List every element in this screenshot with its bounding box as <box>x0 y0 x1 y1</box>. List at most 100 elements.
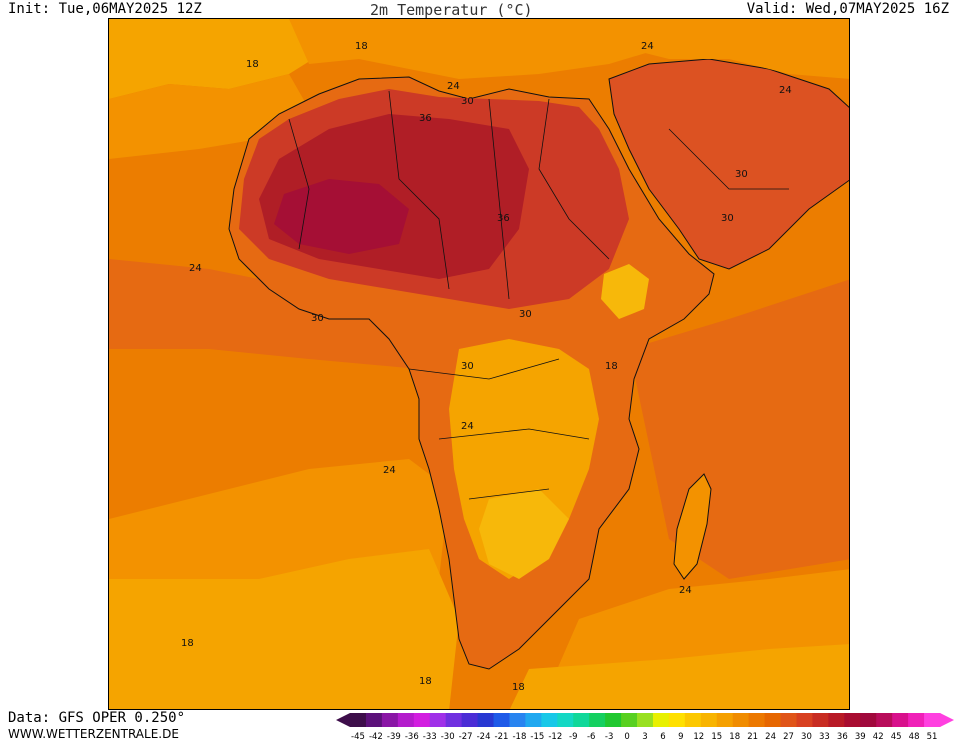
legend-tick-label: -30 <box>441 732 455 741</box>
legend-tick-label: 12 <box>693 732 704 741</box>
contour-label-algeria: 36 <box>419 113 432 124</box>
contour-label-south-west: 18 <box>181 638 194 649</box>
legend-tick-label: 9 <box>678 732 683 741</box>
legend-swatch <box>477 713 495 727</box>
legend-tick-label: 3 <box>642 732 647 741</box>
legend-tick-label: -36 <box>405 732 419 741</box>
legend-tick-label: -24 <box>477 732 491 741</box>
legend-swatch <box>637 713 654 727</box>
legend-tick-label: 51 <box>927 732 938 741</box>
legend-tick-label: 42 <box>873 732 884 741</box>
contour-label-saudi: 30 <box>735 169 748 180</box>
legend-tick-label: -33 <box>423 732 437 741</box>
legend-tick-label: -18 <box>512 732 526 741</box>
legend-tick-label: -9 <box>569 732 577 741</box>
legend-ticks: -45 -42 -39 -36 -33 -30 -27 -24 -21 -18 -15 -12 -9 -6… <box>351 732 937 741</box>
legend-tick-label: -3 <box>605 732 613 741</box>
legend-tick-label: -45 <box>351 732 365 741</box>
country-borders <box>288 90 789 500</box>
contour-label-east-africa: 18 <box>605 361 618 372</box>
legend-swatch <box>876 713 893 727</box>
legend-tick-label: 24 <box>765 732 776 741</box>
legend-swatch <box>350 713 367 727</box>
turkey-region <box>629 19 849 79</box>
legend-tick-label: 39 <box>855 732 866 741</box>
north-atlantic-cool-band <box>109 19 339 99</box>
legend-swatch <box>525 713 542 727</box>
legend-swatch <box>652 713 670 727</box>
legend-swatch <box>557 713 574 727</box>
contour-label-arabia-north: 24 <box>779 85 792 96</box>
legend-tick-label: -27 <box>459 732 473 741</box>
valid-time-label: Valid: Wed,07MAY2025 16Z <box>746 1 949 17</box>
legend-swatch <box>860 713 877 727</box>
ethiopia-highlands <box>601 264 649 319</box>
legend-tick-label: 36 <box>837 732 848 741</box>
contour-label-chad: 36 <box>497 213 510 224</box>
site-url-label[interactable]: WWW.WETTERZENTRALE.DE <box>8 727 179 741</box>
contour-label-congo: 30 <box>461 361 474 372</box>
legend-swatch <box>589 713 606 727</box>
legend-swatch <box>892 713 909 727</box>
legend-tick-label: -15 <box>530 732 544 741</box>
legend-tick-label: 0 <box>624 732 629 741</box>
contour-label-angola: 24 <box>461 421 474 432</box>
legend-swatch <box>509 713 526 727</box>
temperature-map[interactable]: 18 18 24 24 24 30 36 36 30 30 24 30 30 30 18 24 24 24 18 18… <box>108 18 850 710</box>
legend-swatch <box>605 713 622 727</box>
legend-tick-label: -21 <box>495 732 509 741</box>
legend-swatch <box>397 713 415 727</box>
legend-swatch <box>493 713 510 727</box>
legend-swatch <box>748 713 766 727</box>
legend-swatch <box>764 713 782 727</box>
contour-label-guinea-coast: 30 <box>311 313 324 324</box>
legend-swatch <box>573 713 590 727</box>
legend-swatches <box>336 713 954 727</box>
legend-tick-label: -12 <box>548 732 562 741</box>
contour-label-west-atlantic: 24 <box>189 263 202 274</box>
legend-swatch <box>541 713 558 727</box>
legend-tick-label: 27 <box>783 732 794 741</box>
madagascar-land <box>673 473 712 580</box>
legend-arrow-left <box>336 713 350 727</box>
contour-label-cape: 18 <box>512 682 525 693</box>
legend-swatch <box>844 713 861 727</box>
legend-swatch <box>445 713 463 727</box>
legend-swatch <box>668 713 686 727</box>
data-source-label: Data: GFS OPER 0.250° <box>8 710 186 726</box>
legend-tick-label: -42 <box>369 732 383 741</box>
init-time-label: Init: Tue,06MAY2025 12Z <box>8 1 202 17</box>
legend-swatch <box>716 713 734 727</box>
legend-tick-label: 6 <box>660 732 665 741</box>
south-atlantic-band-18 <box>109 549 459 709</box>
arabia-land <box>608 58 849 270</box>
legend-swatch <box>429 713 447 727</box>
legend-swatch <box>796 713 813 727</box>
map-title: 2m Temperatur (°C) <box>370 1 533 19</box>
legend-tick-label: 48 <box>909 732 920 741</box>
legend-tick-label: 45 <box>891 732 902 741</box>
legend-tick-label: -6 <box>587 732 595 741</box>
contour-label-south-center: 18 <box>419 676 432 687</box>
legend-swatch <box>812 713 829 727</box>
legend-swatch <box>365 713 383 727</box>
gulf-of-guinea-band <box>109 259 419 369</box>
legend-swatch <box>924 713 941 727</box>
contour-label-north-atlantic: 18 <box>246 59 259 70</box>
legend-swatch <box>700 713 718 727</box>
contour-label-mozambique-channel: 24 <box>679 585 692 596</box>
legend-tick-label: 33 <box>819 732 830 741</box>
legend-tick-label: -39 <box>387 732 401 741</box>
contour-label-turkey: 24 <box>641 41 654 52</box>
contour-label-central-africa: 30 <box>519 309 532 320</box>
legend-swatch <box>621 713 638 727</box>
legend-tick-label: 30 <box>801 732 812 741</box>
legend-swatch <box>461 713 479 727</box>
south-indian-band-18 <box>509 644 849 709</box>
legend-swatch <box>780 713 797 727</box>
contour-label-yemen: 30 <box>721 213 734 224</box>
legend-arrow-right <box>940 713 954 727</box>
contour-label-mediterranean: 18 <box>355 41 368 52</box>
